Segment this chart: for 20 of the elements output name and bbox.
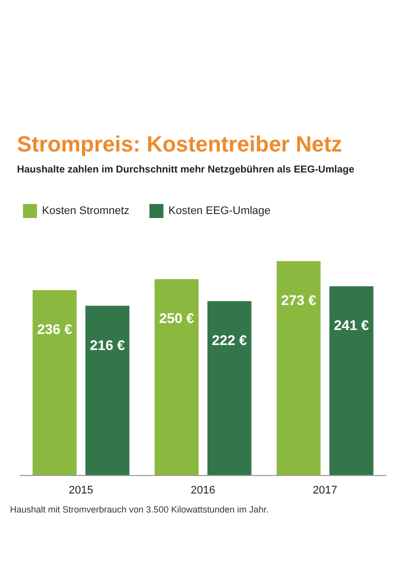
text: Haushalt mit Stromverbrauch von 3.500 Kilowattstunden im Jahr. (10, 504, 269, 514)
data-label: 250 € (159, 310, 194, 326)
x-tick-label: 2017 (312, 484, 338, 496)
data-label: 241 € (334, 317, 370, 334)
bar (32, 290, 77, 475)
bar (329, 286, 374, 475)
legend-label: Kosten EEG-Umlage (168, 205, 271, 217)
data-label: 216 € (90, 336, 126, 353)
chart-subtitle: Haushalte zahlen im Durchschnitt mehr Netzgebühren als EEG-Umlage (17, 164, 355, 176)
bar (276, 261, 321, 475)
x-tick-label: 2015 (68, 484, 94, 496)
data-label: 236 € (37, 321, 72, 338)
x-tick-label: 2016 (190, 484, 216, 496)
bar (207, 301, 252, 475)
data-label: 222 € (212, 332, 248, 348)
bar (154, 279, 199, 475)
legend-label: Kosten Stromnetz (42, 205, 130, 217)
data-label: 273 € (281, 292, 316, 308)
chart-title: Strompreis: Kostentreiber Netz (17, 132, 342, 156)
bar (85, 306, 130, 475)
